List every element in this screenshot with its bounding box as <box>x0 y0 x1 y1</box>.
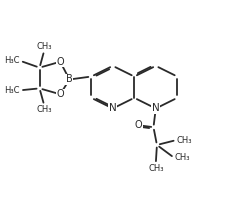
Text: O: O <box>135 120 142 130</box>
Text: CH₃: CH₃ <box>177 136 192 145</box>
Text: N: N <box>109 103 117 113</box>
Text: CH₃: CH₃ <box>148 164 164 173</box>
Text: CH₃: CH₃ <box>36 42 52 51</box>
Text: H₃C: H₃C <box>4 86 20 95</box>
Text: B: B <box>66 74 73 84</box>
Text: O: O <box>56 57 64 67</box>
Text: CH₃: CH₃ <box>36 105 52 114</box>
Text: O: O <box>56 89 64 99</box>
Text: H₃C: H₃C <box>4 56 20 65</box>
Text: N: N <box>152 103 160 113</box>
Text: CH₃: CH₃ <box>174 153 190 162</box>
